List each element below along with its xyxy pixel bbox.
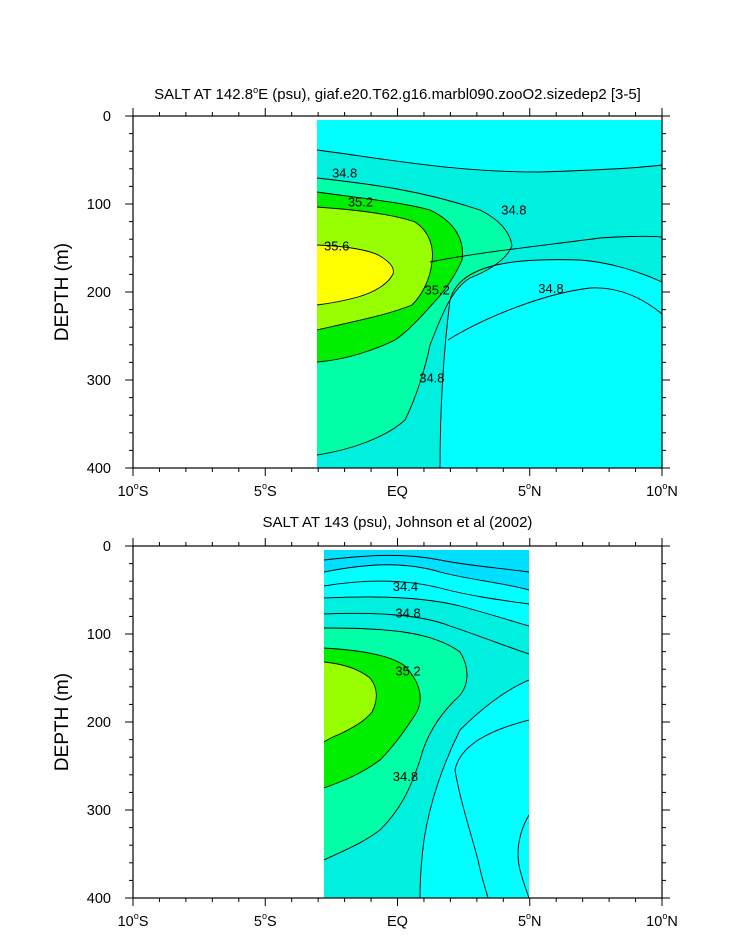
contour-label: 35.2 [395, 663, 420, 678]
contour-label: 34.4 [393, 579, 418, 594]
obs-contour-line [324, 627, 468, 861]
y-tick-label: 300 [87, 373, 111, 389]
contour-label: 34.8 [393, 769, 418, 784]
y-tick-label: 200 [87, 715, 111, 731]
x-tick-label: EQ [387, 914, 408, 930]
model-contour-line [439, 259, 662, 468]
obs-contour-line [419, 679, 529, 898]
chart-title: SALT AT 143 (psu), Johnson et al (2002) [263, 514, 533, 531]
y-tick-label: 300 [87, 803, 111, 819]
obs-contour-line [324, 554, 529, 573]
obs-contour-line [324, 564, 529, 591]
contour-label: 35.6 [324, 239, 349, 254]
contour-label: 35.2 [425, 283, 450, 298]
model-contour-line [317, 149, 662, 173]
obs-contour-line [517, 814, 529, 898]
model-contour-line [317, 191, 463, 363]
model-contour-line [429, 235, 662, 263]
model-contour-line [317, 177, 513, 456]
observed-contour-fill [324, 550, 529, 898]
x-tick-label: 5oS [254, 481, 277, 500]
contour-label: 34.8 [538, 281, 563, 296]
contour-label: 34.8 [332, 166, 357, 181]
contour-label: 34.8 [395, 605, 420, 620]
x-tick-label: 5oS [254, 911, 277, 930]
contour-labels: 34.8 35.2 34.8 35.6 34.8 35.2 34.8 34.4 34.8 35.2… [324, 166, 564, 784]
contour-label: 35.2 [348, 195, 373, 210]
obs-contour-line [324, 612, 529, 655]
y-tick-label: 200 [87, 285, 111, 301]
obs-contour-line [454, 719, 529, 898]
obs-contour-line [324, 596, 529, 627]
obs-contour-line [324, 580, 529, 605]
contour-label: 34.8 [501, 203, 526, 218]
y-tick-label: 400 [87, 891, 111, 907]
obs-level-6 [324, 662, 377, 742]
obs-contour-line [324, 661, 377, 743]
y-tick-label: 0 [103, 539, 111, 555]
chart-title: SALT AT 142.8oE (psu), giaf.e20.T62.g16.… [154, 85, 641, 103]
frames-and-ticks [125, 108, 670, 906]
y-tick-label: 100 [87, 627, 111, 643]
x-tick-label: 5oN [518, 911, 542, 930]
x-tick-label: 10oS [118, 911, 149, 930]
panel-observed [324, 550, 529, 898]
x-tick-label: 5oN [518, 481, 542, 500]
x-tick-label: 10oN [646, 481, 678, 500]
model-level-6 [317, 245, 394, 305]
x-tick-label: 10oS [118, 481, 149, 500]
model-contour-lines [317, 149, 662, 468]
x-tick-label: 10oN [646, 911, 678, 930]
model-contour-line [317, 244, 394, 306]
model-contour-line [447, 287, 662, 341]
contour-label: 34.8 [419, 371, 444, 386]
observed-contour-lines [324, 554, 529, 898]
axis-labels: 0 100 200 300 400 10oS 5oS EQ 5oN 10oN DEPTH (m) SA… [52, 85, 678, 930]
panel-model [317, 120, 662, 468]
y-tick-label: 400 [87, 461, 111, 477]
y-axis-label: DEPTH (m) [52, 673, 73, 771]
obs-contour-line [324, 647, 421, 789]
model-contour-fill [317, 120, 662, 468]
y-tick-label: 0 [103, 109, 111, 125]
y-axis-label: DEPTH (m) [52, 243, 73, 341]
x-tick-label: EQ [387, 484, 408, 500]
y-tick-label: 100 [87, 197, 111, 213]
